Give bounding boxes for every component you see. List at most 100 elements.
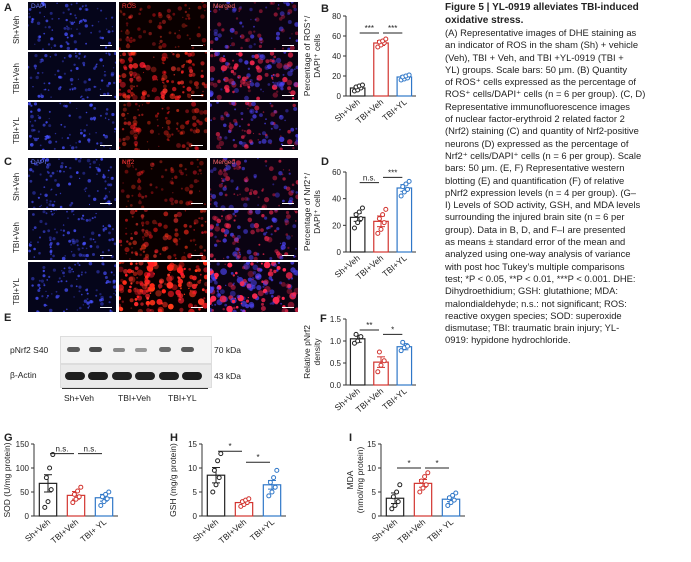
caption-line: surrounding the injured brain site (n = …	[445, 211, 625, 223]
data-point	[376, 349, 382, 355]
row-label: Sh+Veh	[12, 15, 21, 44]
y-tick-label: 100	[16, 464, 30, 473]
data-point	[450, 492, 456, 498]
y-axis-label: Relative pNrf2	[302, 325, 312, 379]
panel-label-f: F	[320, 313, 327, 325]
data-point	[98, 502, 104, 508]
caption-line: pNrf2 expression levels (n = 4 per group…	[445, 186, 636, 198]
bar	[373, 42, 389, 97]
channel-label: Merged	[213, 159, 236, 166]
data-point	[420, 485, 426, 491]
caption-line: 0919: hypidone hydrochloride.	[445, 334, 571, 346]
micrograph-tile	[210, 262, 298, 312]
micrograph-tile	[119, 102, 207, 150]
significance-label: ***	[388, 24, 397, 33]
y-tick-label: 40	[332, 195, 341, 204]
data-point	[406, 72, 412, 78]
caption-line: bars: 50 μm. (E, F) Representative weste…	[445, 162, 625, 174]
y-tick-label: 0	[337, 248, 342, 257]
significance-label: n.s.	[363, 174, 376, 183]
data-point	[395, 499, 401, 505]
caption-body: (A) Representative images of DHE stainin…	[445, 27, 689, 347]
caption-line: I) Levels of SOD activity, GSH, and MDA …	[445, 199, 641, 211]
scale-bar	[282, 306, 294, 308]
caption-line: blotting (E) and quantification (F) of r…	[445, 174, 625, 186]
significance-label: n.s.	[84, 445, 97, 454]
wb-membrane-pnrf2	[60, 336, 212, 364]
wb-band	[112, 372, 132, 380]
scale-bar	[191, 44, 203, 46]
scale-bar	[282, 254, 294, 256]
data-point	[73, 496, 79, 502]
data-point	[401, 189, 407, 195]
caption-line: of nuclear factor-erythroid 2 related fa…	[445, 113, 625, 125]
data-point	[216, 475, 222, 481]
caption-line: neurons (D) expressed as the percentage …	[445, 137, 629, 149]
micrograph-tile	[119, 262, 207, 312]
data-point	[215, 458, 221, 464]
data-point	[394, 489, 400, 495]
micrograph-tile	[28, 210, 116, 260]
chart-gsh: 0 5 10 15 GSH (mg/g protein) Sh+Veh TBI+Veh TBI…	[166, 434, 326, 560]
caption-line: test; *P < 0.05, **P < 0.01, ***P < 0.00…	[445, 272, 636, 284]
caption-line: group). Data in B, D, and F–I are presen…	[445, 223, 626, 235]
data-point	[400, 184, 406, 190]
data-point	[353, 331, 359, 337]
wb-band	[182, 372, 202, 380]
chart-sod: 0 50 100 150 SOD (U/mg protein) Sh+Veh TBI+Veh…	[0, 434, 155, 560]
data-point	[380, 212, 386, 218]
wb-group-tbi-yl: TBI+YL	[168, 393, 197, 403]
row-label: TBI+YL	[12, 117, 21, 144]
data-point	[375, 369, 381, 375]
scale-bar	[282, 94, 294, 96]
scale-bar	[100, 306, 112, 308]
panel-label-a: A	[4, 2, 12, 14]
wb-band	[88, 372, 108, 380]
chart-pnrf2-density: 0.0 0.5 1.0 1.5 Relative pNrf2 density Sh+Veh T…	[300, 315, 430, 435]
significance-label: *	[256, 453, 259, 462]
panel-label-h: H	[170, 432, 178, 444]
data-point	[269, 489, 275, 495]
significance-label: *	[407, 459, 410, 468]
data-point	[358, 334, 364, 340]
data-point	[390, 494, 396, 500]
significance-label: *	[228, 442, 231, 451]
caption-line: malondialdehyde; n.s.: not significant; …	[445, 297, 627, 309]
scale-bar	[100, 44, 112, 46]
data-point	[274, 467, 280, 473]
y-tick-label: 50	[20, 488, 29, 497]
data-point	[106, 489, 112, 495]
chart-ros-percentage: 0 20 40 60 80 Percentage of ROS⁺/DAPI⁺ cells S…	[300, 6, 430, 156]
wb-group-tbi-veh: TBI+Veh	[118, 393, 151, 403]
data-point	[76, 494, 82, 500]
y-tick-label: 20	[332, 221, 341, 230]
wb-band	[67, 347, 80, 352]
data-point	[355, 338, 361, 344]
y-axis-label: DAPI⁺ cells	[312, 190, 322, 234]
wb-group-line	[62, 388, 208, 389]
chart-mda: 0 5 10 15 MDA (nmol/mg protein) Sh+Veh TBI+Veh T…	[343, 434, 498, 560]
micrograph-tile: DAPI	[28, 158, 116, 208]
caption-line: Dihydroethidium; GSH: glutathione; MDA:	[445, 285, 618, 297]
scale-bar	[191, 254, 203, 256]
category-label: TBI+ YL	[78, 517, 108, 545]
micrograph-tile: ROS	[119, 2, 207, 50]
wb-label-pnrf2: pNrf2 S40	[10, 345, 49, 355]
y-tick-label: 80	[332, 12, 341, 21]
micrograph-tile	[28, 102, 116, 150]
data-point	[103, 491, 109, 497]
data-point	[378, 362, 384, 368]
scale-bar	[282, 202, 294, 204]
category-label: TBI+Veh	[396, 517, 428, 546]
scale-bar	[100, 202, 112, 204]
scale-bar	[191, 94, 203, 96]
row-label: Sh+Veh	[12, 172, 21, 201]
data-point	[423, 482, 429, 488]
data-point	[453, 490, 459, 496]
significance-label: n.s.	[56, 445, 69, 454]
y-tick-label: 0	[337, 92, 342, 101]
y-tick-label: 5	[372, 488, 377, 497]
caption-line: (Veh), TBI + Veh, and TBI +YL-0919 (TBI …	[445, 51, 624, 63]
